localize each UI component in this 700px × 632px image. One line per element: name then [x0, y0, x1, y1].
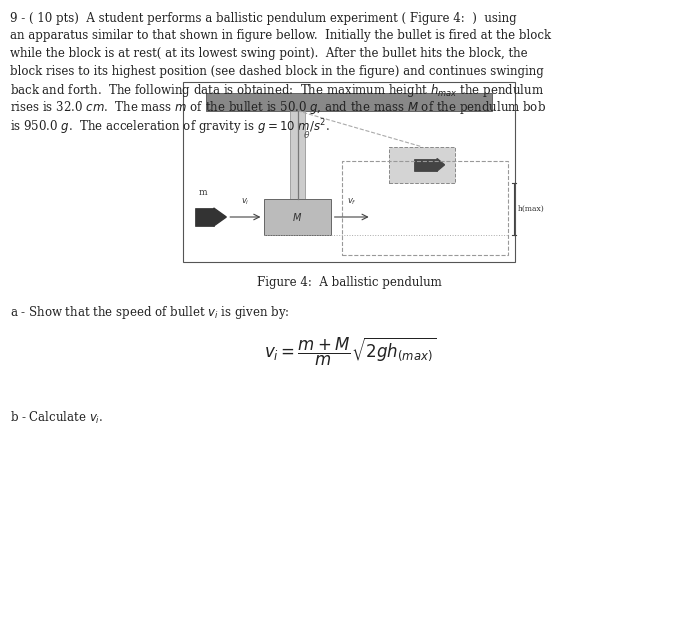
- Text: block rises to its highest position (see dashed block in the figure) and continu: block rises to its highest position (see…: [10, 64, 544, 78]
- Text: $v_f$: $v_f$: [346, 197, 356, 207]
- Bar: [389, 147, 455, 183]
- Text: back and forth.  The following data is obtained:  The maximum height $h_{max}$ t: back and forth. The following data is ob…: [10, 82, 544, 99]
- Polygon shape: [214, 208, 226, 226]
- Bar: [183, 82, 515, 262]
- Text: 9 - ( 10 pts)  A student performs a ballistic pendulum experiment ( Figure 4:  ): 9 - ( 10 pts) A student performs a balli…: [10, 12, 517, 25]
- Text: an apparatus similar to that shown in figure bellow.  Initially the bullet is fi: an apparatus similar to that shown in fi…: [10, 30, 551, 42]
- Text: b - Calculate $v_i$.: b - Calculate $v_i$.: [10, 410, 104, 426]
- Text: $v_i = \dfrac{m + M}{m}\sqrt{2gh_{(max)}}$: $v_i = \dfrac{m + M}{m}\sqrt{2gh_{(max)}…: [264, 336, 436, 368]
- Bar: [206, 93, 492, 111]
- Text: rises is 32.0 $cm$.  The mass $m$ of the bullet is 50.0 $g$, and the mass $M$ of: rises is 32.0 $cm$. The mass $m$ of the …: [10, 99, 546, 116]
- Text: while the block is at rest( at its lowest swing point).  After the bullet hits t: while the block is at rest( at its lowes…: [10, 47, 528, 60]
- Text: m: m: [198, 188, 207, 197]
- Text: $M$: $M$: [293, 211, 302, 223]
- Text: is 950.0 $g$.  The acceleration of gravity is $g = 10$ $m/s^2$.: is 950.0 $g$. The acceleration of gravit…: [10, 117, 330, 137]
- Bar: [265, 199, 330, 235]
- Text: Figure 4:  A ballistic pendulum: Figure 4: A ballistic pendulum: [257, 276, 442, 289]
- Text: a - Show that the speed of bullet $v_i$ is given by:: a - Show that the speed of bullet $v_i$ …: [10, 304, 290, 321]
- Text: $v_i$: $v_i$: [241, 197, 250, 207]
- Bar: [342, 161, 508, 255]
- Polygon shape: [437, 159, 444, 171]
- Bar: [290, 111, 305, 221]
- Bar: [414, 159, 437, 171]
- Text: $\theta$: $\theta$: [302, 129, 310, 140]
- Bar: [195, 208, 214, 226]
- Text: h(max): h(max): [517, 205, 544, 213]
